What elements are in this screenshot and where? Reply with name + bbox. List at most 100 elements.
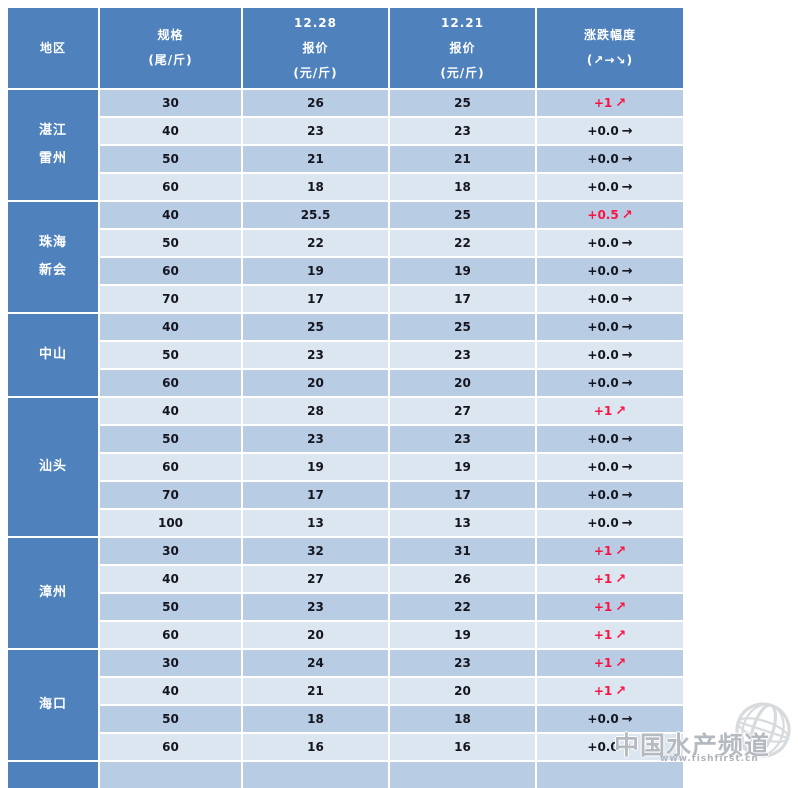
trend-arrow-icon: →: [621, 431, 633, 447]
spec-cell: 100: [100, 510, 241, 536]
region-label-line: 珠海: [38, 235, 67, 250]
trend-arrow-icon: ↗: [621, 207, 633, 223]
header-price-1228: 12.28 报价 (元/斤): [243, 8, 388, 88]
header-change-arrows: (↗→↘): [586, 53, 634, 67]
spec-cell: 50: [100, 706, 241, 732]
trend-arrow-icon: ↗: [615, 543, 627, 559]
change-cell: +0.0 →: [537, 426, 683, 452]
price-new-cell: 23: [243, 118, 388, 144]
change-cell: +1 ↗: [537, 90, 683, 116]
region-cell: [8, 762, 98, 788]
header-price-1221: 12.21 报价 (元/斤): [390, 8, 535, 88]
header-spec-unit: (尾/斤): [148, 53, 193, 67]
change-value: +1: [593, 656, 613, 670]
header-price-1228-date: 12.28: [294, 15, 337, 30]
price-old-cell: 31: [390, 538, 535, 564]
change-cell: +1 ↗: [537, 622, 683, 648]
region-label-line: 雷州: [38, 151, 67, 166]
price-new-cell: 20: [243, 370, 388, 396]
price-new-cell: 25: [243, 314, 388, 340]
price-old-cell: 23: [390, 426, 535, 452]
table-body: 湛江 雷州 30 26 25 +1 ↗ 40 23 23 +0.0 → 50 21 21 +0.0 → 60 18 1…: [8, 90, 685, 788]
price-new-cell: 19: [243, 258, 388, 284]
change-cell: +0.0 →: [537, 734, 683, 760]
region-cell: 漳州: [8, 538, 98, 648]
price-old-cell: 20: [390, 678, 535, 704]
header-spec: 规格 (尾/斤): [100, 8, 241, 88]
price-old-cell: 22: [390, 594, 535, 620]
price-new-cell: 28: [243, 398, 388, 424]
change-cell: +0.0 →: [537, 174, 683, 200]
change-cell: +0.0 →: [537, 146, 683, 172]
region-cell: 湛江 雷州: [8, 90, 98, 200]
price-old-cell: 20: [390, 370, 535, 396]
spec-cell: 30: [100, 650, 241, 676]
price-new-cell: 23: [243, 594, 388, 620]
trend-arrow-icon: →: [621, 739, 633, 755]
price-old-cell: 19: [390, 454, 535, 480]
change-cell: +1 ↗: [537, 678, 683, 704]
spec-cell: 60: [100, 622, 241, 648]
price-old-cell: 23: [390, 342, 535, 368]
change-cell: +1 ↗: [537, 566, 683, 592]
change-value: +1: [593, 684, 613, 698]
region-group: 珠海 新会 40 25.5 25 +0.5 ↗ 50 22 22 +0.0 → 60 19 19 +0.0 → 7…: [8, 202, 685, 312]
price-old-cell: 23: [390, 650, 535, 676]
spec-cell: 40: [100, 398, 241, 424]
region-cell: 海口: [8, 650, 98, 760]
price-old-cell: 18: [390, 706, 535, 732]
header-spec-label: 规格: [157, 28, 184, 42]
change-value: +0.0: [587, 516, 619, 530]
region-label-line: 新会: [38, 263, 67, 278]
spec-cell: 60: [100, 258, 241, 284]
price-new-cell: 17: [243, 482, 388, 508]
region-group: 汕头 40 28 27 +1 ↗ 50 23 23 +0.0 → 60 19 19 +0.0 → 70 17 17 +…: [8, 398, 685, 536]
change-value: +0.0: [587, 432, 619, 446]
change-value: +1: [593, 628, 613, 642]
spec-cell: 70: [100, 286, 241, 312]
trend-arrow-icon: →: [621, 319, 633, 335]
change-value: +0.0: [587, 348, 619, 362]
region-label-line: 海口: [38, 697, 67, 712]
price-old-cell: 27: [390, 398, 535, 424]
trend-arrow-icon: ↗: [615, 403, 627, 419]
price-old-cell: 22: [390, 230, 535, 256]
change-cell: +1 ↗: [537, 398, 683, 424]
trend-arrow-icon: →: [621, 347, 633, 363]
region-label-line: 中山: [38, 347, 67, 362]
trend-arrow-icon: ↗: [615, 683, 627, 699]
trend-arrow-icon: →: [621, 151, 633, 167]
spec-cell: 50: [100, 342, 241, 368]
change-value: +0.0: [587, 264, 619, 278]
trend-arrow-icon: ↗: [615, 571, 627, 587]
header-price-1228-label: 报价: [302, 40, 329, 55]
trend-arrow-icon: →: [621, 123, 633, 139]
price-old-cell: 18: [390, 174, 535, 200]
header-change-label: 涨跌幅度: [583, 28, 636, 42]
price-old-cell: 19: [390, 622, 535, 648]
change-value: +0.0: [587, 488, 619, 502]
trend-arrow-icon: →: [621, 235, 633, 251]
trend-arrow-icon: →: [621, 487, 633, 503]
spec-cell: 40: [100, 202, 241, 228]
price-new-cell: 20: [243, 622, 388, 648]
price-old-cell: 16: [390, 734, 535, 760]
data-cell: [243, 762, 388, 788]
header-region: 地区: [8, 8, 98, 88]
price-new-cell: 22: [243, 230, 388, 256]
spec-cell: 50: [100, 146, 241, 172]
spec-cell: 60: [100, 370, 241, 396]
change-value: +0.0: [587, 376, 619, 390]
spec-cell: 60: [100, 454, 241, 480]
change-cell: +1 ↗: [537, 594, 683, 620]
region-cell: 珠海 新会: [8, 202, 98, 312]
region-group: 海口 30 24 23 +1 ↗ 40 21 20 +1 ↗ 50 18 18 +0.0 → 60 16 16 +0.…: [8, 650, 685, 760]
change-value: +1: [593, 404, 613, 418]
spec-cell: 40: [100, 678, 241, 704]
change-cell: +0.0 →: [537, 314, 683, 340]
header-change: 涨跌幅度 (↗→↘): [537, 8, 683, 88]
trend-arrow-icon: →: [621, 515, 633, 531]
price-new-cell: 21: [243, 146, 388, 172]
change-cell: +0.0 →: [537, 342, 683, 368]
price-new-cell: 27: [243, 566, 388, 592]
